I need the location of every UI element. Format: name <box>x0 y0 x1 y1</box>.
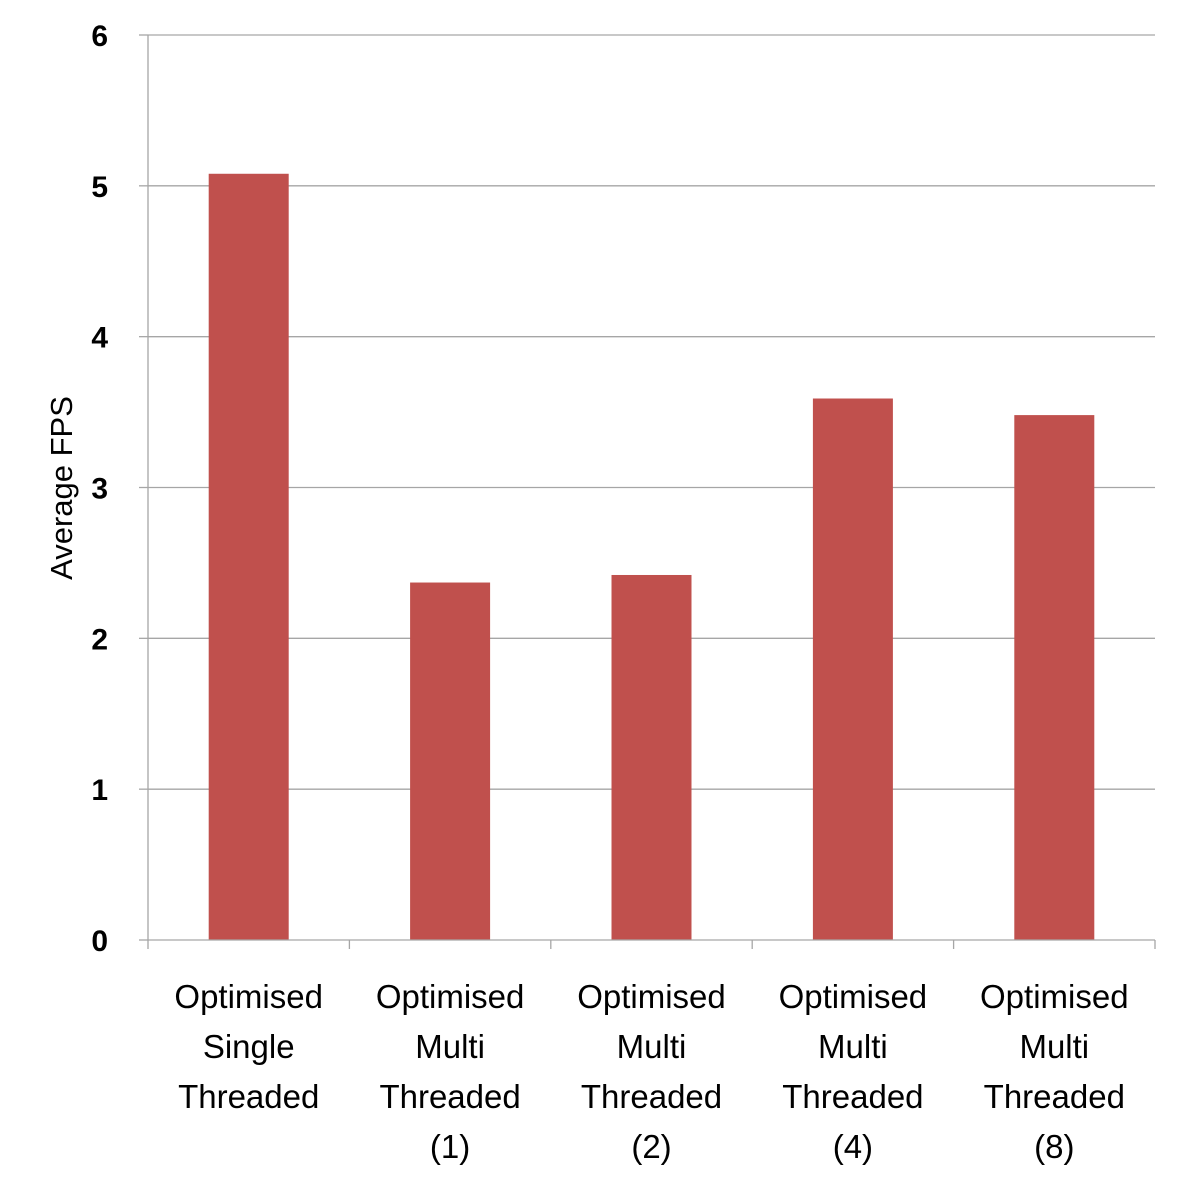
x-category-label-line: Threaded <box>379 1078 520 1115</box>
x-category-label-line: Threaded <box>581 1078 722 1115</box>
bar <box>611 574 692 940</box>
y-tick-label: 3 <box>91 473 108 506</box>
x-category-label-line: (4) <box>833 1128 873 1165</box>
bar <box>812 398 893 941</box>
y-tick-label: 0 <box>91 925 108 958</box>
y-tick-label: 2 <box>91 623 108 656</box>
x-category-label-line: Threaded <box>984 1078 1125 1115</box>
x-category-label-line: (1) <box>430 1128 470 1165</box>
x-category-label-line: Multi <box>415 1028 485 1065</box>
y-axis-title: Average FPS <box>44 396 79 580</box>
x-category-label: Optimised Multi Threaded (2) <box>577 978 726 1165</box>
x-category-label-line: (8) <box>1034 1128 1074 1165</box>
gridlines <box>148 34 1155 790</box>
x-category-label: Optimised Multi Threaded (4) <box>779 978 928 1165</box>
bars <box>208 173 1095 941</box>
x-category-labels: Optimised Single Threaded Optimised Multi Thr… <box>174 978 1128 1165</box>
x-category-label-line: Optimised <box>174 978 323 1015</box>
y-tick-label: 4 <box>91 322 108 355</box>
x-category-label-line: Threaded <box>782 1078 923 1115</box>
x-category-label-line: Optimised <box>577 978 726 1015</box>
x-category-label: Optimised Single Threaded <box>174 978 323 1115</box>
x-category-label-line: Threaded <box>178 1078 319 1115</box>
y-tick-label: 6 <box>91 20 108 53</box>
bar <box>410 582 491 940</box>
axes <box>139 34 1156 949</box>
y-tick-label: 1 <box>91 774 108 807</box>
bar <box>208 173 289 940</box>
x-category-label: Optimised Multi Threaded (1) <box>376 978 525 1165</box>
x-category-label-line: Optimised <box>376 978 525 1015</box>
bar <box>1014 415 1095 941</box>
y-tick-labels: 0 1 2 3 4 5 6 <box>91 20 108 958</box>
x-category-label-line: Multi <box>818 1028 888 1065</box>
y-tick-label: 5 <box>91 171 108 204</box>
x-category-label-line: Multi <box>617 1028 687 1065</box>
x-category-label-line: (2) <box>631 1128 671 1165</box>
x-category-label-line: Single <box>203 1028 295 1065</box>
x-category-label: Optimised Multi Threaded (8) <box>980 978 1129 1165</box>
x-category-label-line: Optimised <box>980 978 1129 1015</box>
x-category-label-line: Optimised <box>779 978 928 1015</box>
x-category-label-line: Multi <box>1019 1028 1089 1065</box>
